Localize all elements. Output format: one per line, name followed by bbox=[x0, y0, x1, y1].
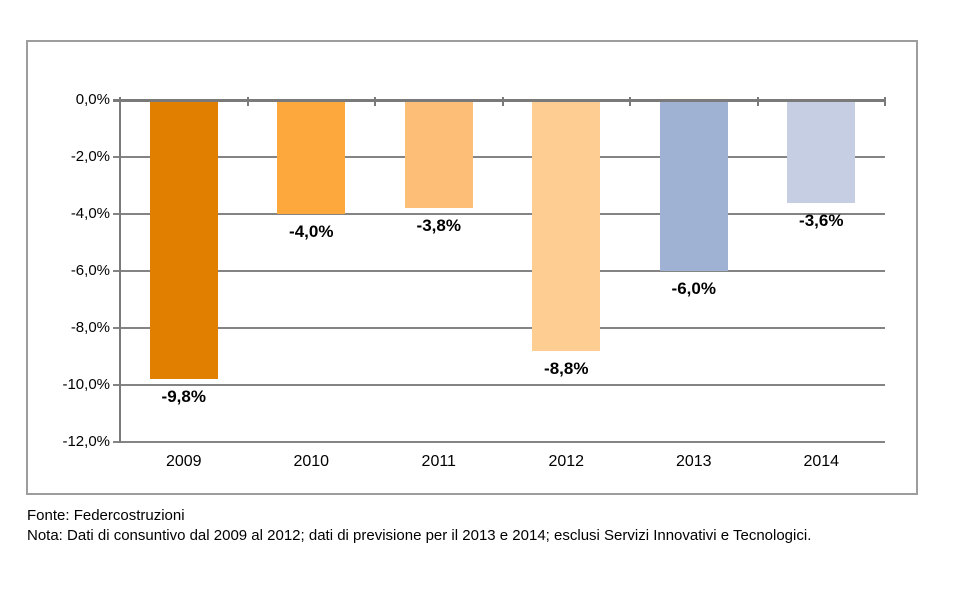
plot-area: 0,0% -2,0% -4,0% -6,0% -8,0% -10,0% -12,0% -9,8… bbox=[62, 91, 886, 470]
category-boundary-tick bbox=[756, 97, 759, 106]
bar-2011 bbox=[404, 101, 473, 209]
bar-2012 bbox=[532, 101, 601, 351]
category-boundary-tick bbox=[501, 97, 504, 106]
bar-2014 bbox=[787, 101, 856, 203]
category-boundary-tick bbox=[629, 97, 631, 106]
x-axis-label: 2013 bbox=[675, 453, 712, 470]
y-axis-tick-label: 0,0% bbox=[75, 91, 110, 108]
x-axis-label: 2012 bbox=[548, 453, 585, 470]
chart-frame: 0,0% -2,0% -4,0% -6,0% -8,0% -10,0% -12,0% -9,8… bbox=[26, 40, 918, 495]
category-boundary-tick bbox=[246, 97, 249, 106]
gridline bbox=[113, 327, 885, 329]
y-axis-line bbox=[119, 100, 121, 443]
bar-value-label: -4,0% bbox=[289, 222, 334, 241]
gridline bbox=[113, 270, 885, 272]
bar-value-label: -3,8% bbox=[416, 216, 461, 236]
bar-2013 bbox=[659, 101, 728, 271]
y-axis-tick-label: -6,0% bbox=[70, 262, 110, 279]
gridline bbox=[113, 156, 885, 158]
bar-value-label: -3,6% bbox=[799, 210, 844, 230]
x-axis-label: 2011 bbox=[421, 453, 456, 470]
bar-value-label: -8,8% bbox=[544, 358, 589, 378]
category-boundary-tick bbox=[119, 97, 121, 106]
gridline bbox=[113, 213, 885, 215]
gridline bbox=[113, 384, 885, 386]
zero-axis-line bbox=[113, 98, 885, 102]
y-axis-tick-label: -2,0% bbox=[70, 148, 110, 165]
y-axis-tick-label: -10,0% bbox=[62, 376, 110, 393]
bar-2010 bbox=[277, 101, 346, 214]
x-axis-label: 2009 bbox=[165, 453, 202, 470]
y-axis-tick-label: -12,0% bbox=[62, 433, 110, 450]
x-axis-label: 2014 bbox=[803, 453, 840, 470]
data-note: Nota: Dati di consuntivo dal 2009 al 201… bbox=[27, 527, 812, 544]
chart-footnotes: Fonte: Federcostruzioni Nota: Dati di co… bbox=[27, 506, 811, 546]
source-note: Fonte: Federcostruzioni bbox=[27, 507, 185, 524]
y-axis-tick-label: -4,0% bbox=[70, 205, 110, 222]
bar-value-label: -6,0% bbox=[671, 279, 716, 298]
bar-value-label: -9,8% bbox=[161, 387, 206, 407]
bar-2009 bbox=[149, 101, 218, 380]
x-axis-label: 2010 bbox=[293, 453, 330, 470]
category-boundary-tick bbox=[374, 97, 376, 106]
y-axis-tick-label: -8,0% bbox=[70, 319, 110, 336]
gridline bbox=[113, 441, 885, 443]
category-boundary-tick bbox=[884, 97, 886, 106]
